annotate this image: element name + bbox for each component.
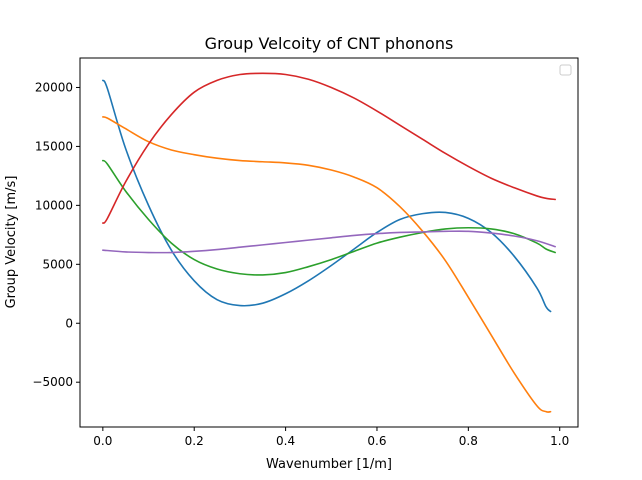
x-tick-label: 0.6 <box>367 434 386 448</box>
series-line-2 <box>102 116 552 413</box>
y-tick-label: 10000 <box>35 198 73 212</box>
y-tick-label: −5000 <box>32 375 73 389</box>
x-tick-label: 0.0 <box>93 434 112 448</box>
y-tick-label: 0 <box>65 316 73 330</box>
chart-title: Group Velcoity of CNT phonons <box>205 34 454 53</box>
x-tick-label: 0.8 <box>459 434 478 448</box>
y-tick-label: 15000 <box>35 139 73 153</box>
y-axis-label: Group Velocity [m/s] <box>4 176 19 309</box>
x-tick-label: 0.4 <box>276 434 295 448</box>
x-axis-label: Wavenumber [1/m] <box>266 457 392 472</box>
plot-frame <box>79 57 579 428</box>
series-line-5 <box>102 230 556 254</box>
series-line-1 <box>102 79 552 313</box>
legend-box <box>559 64 572 76</box>
y-axis: −5000 0 5000 10000 15000 20000 <box>32 80 80 389</box>
series-layer <box>102 72 556 413</box>
y-tick-label: 5000 <box>42 257 73 271</box>
y-tick-label: 20000 <box>35 80 73 94</box>
x-axis: 0.0 0.2 0.4 0.6 0.8 1.0 <box>93 427 569 448</box>
x-tick-label: 1.0 <box>550 434 569 448</box>
series-line-4 <box>102 72 556 224</box>
series-line-3 <box>102 159 556 276</box>
x-tick-label: 0.2 <box>185 434 204 448</box>
